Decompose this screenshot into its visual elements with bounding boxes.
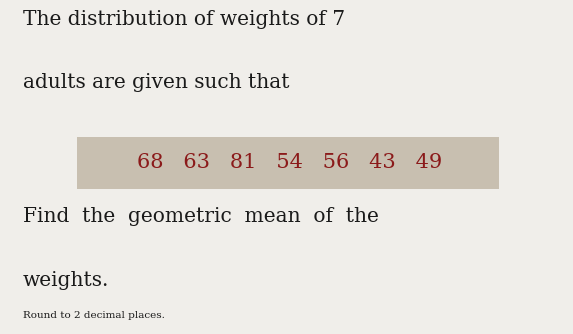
Text: weights.: weights. <box>23 271 109 290</box>
Text: adults are given such that: adults are given such that <box>23 73 289 93</box>
Text: The distribution of weights of 7: The distribution of weights of 7 <box>23 10 345 29</box>
FancyBboxPatch shape <box>77 137 499 189</box>
Text: Round to 2 decimal places.: Round to 2 decimal places. <box>23 311 165 320</box>
Text: 68   63   81   54   56   43   49: 68 63 81 54 56 43 49 <box>137 153 442 172</box>
Text: Find  the  geometric  mean  of  the: Find the geometric mean of the <box>23 207 379 226</box>
